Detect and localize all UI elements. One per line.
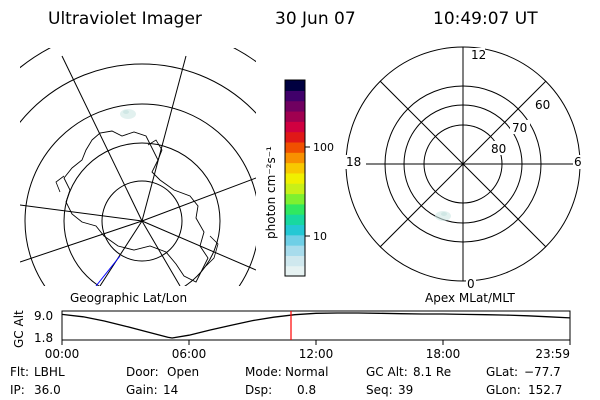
status-gc-alt-value: 8.1 Re bbox=[413, 365, 451, 379]
status-gain-label: Gain: bbox=[126, 383, 158, 397]
status-glon-label: GLon: bbox=[486, 383, 521, 397]
color-scale-cell bbox=[285, 193, 305, 205]
status-ip-label: IP: bbox=[10, 383, 25, 397]
mlt-label-12: 12 bbox=[471, 48, 486, 62]
timeline-frame bbox=[61, 310, 571, 341]
timeline-x-tick-label: 23:59 bbox=[535, 347, 570, 361]
meridian-line bbox=[141, 220, 181, 286]
color-scale-tick-label-100: 100 bbox=[313, 141, 334, 154]
color-scale-cell bbox=[285, 224, 305, 236]
left-panel-caption: Geographic Lat/Lon bbox=[70, 291, 187, 305]
status-filter-label: Flt: bbox=[10, 365, 29, 379]
timeline-x-tick-label: 06:00 bbox=[172, 347, 207, 361]
altitude-timeline: GC Alt 9.0 1.8 00:00 06:00 12:00 18:00 23:59 bbox=[12, 309, 571, 361]
image-time: 10:49:07 UT bbox=[433, 9, 538, 29]
color-scale-cell bbox=[285, 234, 305, 246]
color-scale-cell bbox=[285, 183, 305, 195]
meridian-line bbox=[61, 55, 143, 222]
color-scale-cell bbox=[285, 255, 305, 267]
mlat-label-80: 80 bbox=[491, 142, 506, 156]
color-scale-tick-label-10: 10 bbox=[313, 230, 327, 243]
meridian-line bbox=[141, 55, 187, 222]
meridian-line bbox=[20, 204, 143, 222]
mlt-label-18: 18 bbox=[346, 155, 361, 169]
latitude-circle bbox=[63, 142, 221, 286]
color-scale-cell bbox=[285, 110, 305, 122]
aurora-emission-spot bbox=[120, 109, 136, 119]
image-date: 30 Jun 07 bbox=[275, 9, 356, 29]
meridian-line bbox=[99, 220, 143, 286]
color-scale-bar: 100 10 photon cm⁻²s⁻¹ bbox=[264, 79, 334, 277]
color-scale-cell bbox=[285, 100, 305, 112]
mlat-label-70: 70 bbox=[512, 121, 527, 135]
timeline-ymin-label: 1.8 bbox=[34, 331, 53, 345]
mlat-label-60: 60 bbox=[535, 98, 550, 112]
status-gc-alt-label: GC Alt: bbox=[366, 365, 408, 379]
status-block: Flt: LBHL Door: Open Mode: Normal GC Alt… bbox=[10, 365, 562, 397]
latitude-circle bbox=[20, 63, 256, 124]
color-scale-cell bbox=[285, 141, 305, 153]
status-mode-label: Mode: bbox=[245, 365, 282, 379]
status-ip-value: 36.0 bbox=[34, 383, 61, 397]
status-gain-value: 14 bbox=[163, 383, 178, 397]
color-scale-unit-label: photon cm⁻²s⁻¹ bbox=[264, 146, 278, 239]
meridian-line bbox=[141, 220, 256, 271]
timeline-x-tick-label: 18:00 bbox=[426, 347, 461, 361]
color-scale-cell bbox=[285, 265, 305, 277]
timeline-x-ticks: 00:00 06:00 12:00 18:00 23:59 bbox=[45, 340, 571, 361]
color-scale-cell bbox=[285, 214, 305, 226]
color-scale-frame bbox=[284, 79, 306, 277]
color-scale-cell bbox=[285, 172, 305, 184]
timeline-ymax-label: 9.0 bbox=[34, 309, 53, 323]
altitude-curve bbox=[61, 312, 571, 339]
status-glat-value: −77.7 bbox=[524, 365, 561, 379]
timeline-x-tick-label: 12:00 bbox=[299, 347, 334, 361]
instrument-title: Ultraviolet Imager bbox=[48, 9, 202, 29]
timeline-y-axis-label: GC Alt bbox=[12, 310, 26, 348]
timeline-x-tick-label: 00:00 bbox=[45, 347, 80, 361]
mlt-label-0: 0 bbox=[467, 277, 475, 291]
status-glon-value: 152.7 bbox=[528, 383, 562, 397]
status-filter-value: LBHL bbox=[34, 365, 65, 379]
status-dsp-label: Dsp: bbox=[245, 383, 272, 397]
color-scale-cell bbox=[285, 90, 305, 102]
status-door-value: Open bbox=[167, 365, 199, 379]
mlt-label-6: 6 bbox=[574, 155, 582, 169]
status-seq-label: Seq: bbox=[366, 383, 393, 397]
orbit-track-segment bbox=[95, 255, 121, 286]
latitude-circle bbox=[24, 103, 256, 286]
coastline bbox=[63, 130, 209, 283]
color-scale-cell bbox=[285, 162, 305, 174]
meridian-line bbox=[20, 220, 143, 263]
ice-shelf-outline bbox=[55, 139, 219, 267]
color-scale-cell bbox=[285, 203, 305, 215]
color-scale-cell bbox=[285, 245, 305, 256]
status-seq-value: 39 bbox=[398, 383, 413, 397]
status-dsp-value: 0.8 bbox=[297, 383, 316, 397]
right-panel-caption: Apex MLat/MLT bbox=[425, 291, 515, 305]
mlt-line-diagonal bbox=[379, 80, 547, 248]
aurora-emission-spot bbox=[435, 211, 451, 221]
status-door-label: Door: bbox=[126, 365, 159, 379]
status-glat-label: GLat: bbox=[486, 365, 518, 379]
geographic-map: Geographic Lat/Lon bbox=[20, 48, 256, 305]
latitude-circle bbox=[101, 180, 183, 262]
color-scale-cell bbox=[285, 152, 305, 164]
meridian-line bbox=[141, 177, 256, 222]
color-scale-cell bbox=[285, 121, 305, 133]
color-scale-cells bbox=[285, 80, 305, 277]
color-scale-cell bbox=[285, 80, 305, 91]
status-mode-value: Normal bbox=[285, 365, 328, 379]
color-scale-cell bbox=[285, 131, 305, 143]
magnetic-polar-plot: 12 18 6 0 60 70 80 Apex MLat/MLT bbox=[344, 46, 583, 305]
